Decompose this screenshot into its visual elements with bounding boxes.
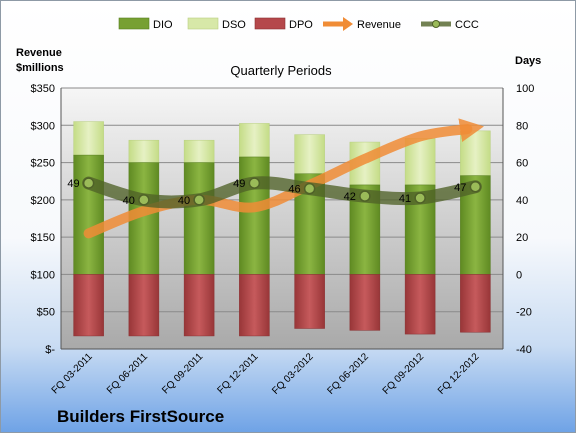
bar-dso: [73, 121, 104, 156]
legend-swatch-dpo: [254, 17, 286, 30]
y-right-tick-label: 20: [516, 232, 528, 244]
ccc-point: [193, 194, 205, 206]
x-tick-label: FQ 12-2012: [436, 351, 482, 397]
y-right-tick-label: 40: [516, 195, 528, 207]
company-name: Builders FirstSource: [57, 407, 225, 426]
bar-dso: [460, 130, 491, 176]
legend-label-ccc: CCC: [455, 19, 479, 31]
y-right-tick-label: -40: [516, 344, 532, 356]
y-left-tick-label: $250: [31, 158, 55, 170]
bar-dpo: [349, 274, 381, 331]
legend-label-revenue: Revenue: [357, 19, 401, 31]
legend-label-dpo: DPO: [289, 19, 313, 31]
ccc-point: [248, 177, 261, 189]
x-tick-label: FQ 09-2012: [381, 351, 427, 397]
bar-dpo: [128, 274, 160, 337]
bar-dpo: [239, 274, 270, 337]
legend-swatch-dso: [187, 17, 219, 30]
ccc-data-label: 47: [454, 182, 466, 194]
ccc-point: [414, 192, 426, 204]
x-tick-label: FQ 12-2011: [216, 351, 261, 396]
x-tick-label: FQ 06-2011: [105, 351, 150, 396]
ccc-point: [82, 177, 95, 189]
bar-dso: [294, 134, 325, 175]
bar-dio: [183, 162, 215, 275]
x-tick-label: FQ 03-2012: [270, 351, 316, 397]
y-left-tick-label: $150: [31, 232, 55, 244]
ccc-point: [359, 190, 371, 202]
y-left-label-line1: Revenue: [16, 47, 62, 59]
bar-dso: [128, 139, 160, 163]
y-left-tick-label: $300: [31, 120, 55, 132]
y-right-tick-label: 0: [516, 269, 522, 281]
y-left-tick-label: $200: [31, 195, 55, 207]
ccc-data-label: 49: [233, 178, 245, 190]
chart-title: Quarterly Periods: [230, 63, 332, 78]
y-right-tick-label: 60: [516, 158, 528, 170]
ccc-data-label: 40: [178, 195, 190, 207]
bar-dso: [404, 138, 436, 186]
bar-dpo: [404, 274, 436, 335]
legend-marker-ccc: [432, 20, 440, 28]
ccc-point: [469, 181, 482, 193]
y-left-tick-label: $350: [31, 83, 55, 95]
legend-swatch-dio: [118, 17, 150, 30]
ccc-data-label: 41: [399, 193, 411, 205]
y-left-tick-label: $-: [45, 344, 55, 356]
ccc-point: [138, 194, 150, 206]
legend-arrowhead-revenue: [343, 17, 353, 31]
x-tick-label: FQ 09-2011: [160, 351, 205, 396]
x-tick-label: FQ 03-2011: [50, 351, 95, 396]
revenue-line: [83, 118, 484, 239]
bar-dio: [73, 154, 104, 275]
y-left-tick-label: $50: [37, 307, 55, 319]
bar-dpo: [183, 274, 215, 337]
bar-dpo: [460, 274, 491, 333]
bar-dpo: [294, 274, 325, 329]
ccc-data-label: 40: [123, 195, 135, 207]
bar-dpo: [73, 274, 104, 337]
ccc-data-label: 46: [288, 184, 300, 196]
y-left-label-line2: $millions: [16, 62, 64, 74]
bars: [73, 121, 491, 337]
ccc-data-label: 42: [344, 191, 356, 203]
y-right-label: Days: [515, 55, 541, 67]
y-left-tick-label: $100: [31, 269, 55, 281]
bar-dso: [183, 139, 215, 163]
y-right-tick-label: 80: [516, 120, 528, 132]
legend: DIO DSO DPO Revenue CCC: [118, 17, 479, 31]
bar-dso: [239, 123, 270, 158]
bar-dio: [239, 156, 270, 275]
y-right-tick-label: -20: [516, 307, 532, 319]
legend-label-dso: DSO: [222, 19, 246, 31]
x-tick-label: FQ 06-2012: [325, 351, 371, 397]
ccc-point: [303, 182, 316, 195]
lines: 49 40 40 49 46 42 41 47: [67, 118, 484, 239]
legend-label-dio: DIO: [153, 19, 173, 31]
y-right-tick-label: 100: [516, 83, 534, 95]
ccc-data-label: 49: [67, 178, 79, 190]
